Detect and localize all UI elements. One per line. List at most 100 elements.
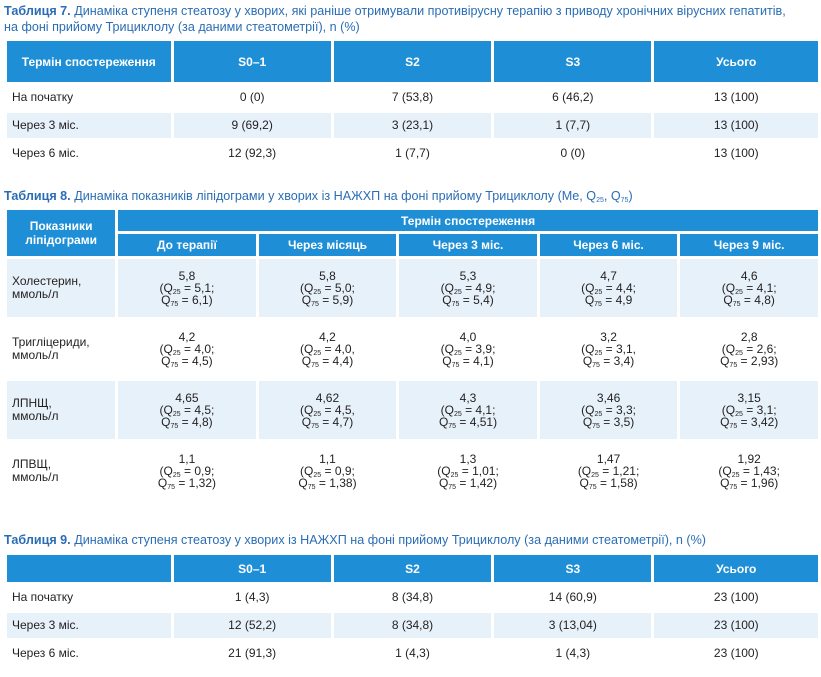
q75-value: Q75 = 4,8) — [161, 415, 213, 431]
q25-value: (Q25 = 4,1; — [721, 280, 777, 296]
table7-row-label: На початку — [7, 85, 171, 110]
table8-cell: 1,3 (Q25 = 1,01; Q75 = 1,42) — [399, 442, 537, 500]
median-value: 4,2 — [178, 329, 196, 344]
table9-cell: 12 (52,2) — [173, 613, 331, 638]
median-value: 4,62 — [315, 390, 340, 405]
table9-cell: 1 (4,3) — [333, 641, 492, 666]
table9-row-label: Через 3 міс. — [7, 613, 171, 638]
table9-cell: 23 (100) — [654, 641, 818, 666]
table8-cell: 2,8 (Q25 = 2,6; Q75 = 2,93) — [680, 320, 818, 378]
q25-value: (Q25 = 4,4; — [581, 280, 636, 296]
table8-row-label: ЛПНЩ, ммоль/л — [7, 381, 116, 439]
q75-value: Q75 = 5,4) — [442, 293, 494, 309]
table8-row-label: Холестерин, ммоль/л — [7, 259, 116, 317]
median-value: 2,8 — [740, 329, 758, 344]
q25-value: (Q25 = 4,0; — [159, 341, 215, 357]
median-value: 1,1 — [178, 451, 196, 466]
table9-caption-number: Таблиця 9. — [4, 533, 71, 547]
table7-caption-number: Таблиця 7. — [4, 4, 71, 18]
q75-value: Q75 = 2,93) — [720, 354, 779, 370]
median-value: 5,8 — [178, 268, 196, 283]
table8-header-9m: Через 9 міс. — [680, 234, 818, 256]
table7-cell: 6 (46,2) — [494, 85, 652, 110]
table8-cell: 4,7 (Q25 = 4,4; Q75 = 4,9 — [539, 259, 678, 317]
table8-cell: 4,65 (Q25 = 4,5; Q75 = 4,8) — [118, 381, 256, 439]
table9-row-label: Через 6 міс. — [7, 641, 171, 666]
table9-cell: 1 (4,3) — [494, 641, 652, 666]
table8-header-6m: Через 6 міс. — [539, 234, 678, 256]
q75-value: Q75 = 3,5) — [582, 415, 635, 431]
table7-caption: Таблиця 7. Динаміка ступеня стеатозу у х… — [4, 3, 794, 35]
table-row: Холестерин, ммоль/л 5,8 (Q25 = 5,1; Q75 = 6,… — [7, 259, 818, 317]
table7-cell: 3 (23,1) — [333, 113, 492, 138]
q25-value: (Q25 = 5,1; — [159, 280, 215, 296]
median-value: 3,2 — [600, 329, 617, 344]
table8-row-label: Тригліцериди, ммоль/л — [7, 320, 116, 378]
table8-cell: 5,8 (Q25 = 5,1; Q75 = 6,1) — [118, 259, 256, 317]
median-value: 4,6 — [740, 268, 758, 283]
q25-value: (Q25 = 1,21; — [577, 463, 640, 479]
table8-cell: 4,2 (Q25 = 4,0; Q75 = 4,5) — [118, 320, 256, 378]
table-row: Тригліцериди, ммоль/л 4,2 (Q25 = 4,0; Q75 = … — [7, 320, 818, 378]
table9-header-s01: S0–1 — [173, 555, 331, 582]
table7-header-period: Термін спостереження — [7, 41, 171, 82]
q75-value: Q75 = 4,7) — [301, 415, 354, 431]
q75-value: Q75 = 4,5) — [161, 354, 213, 370]
q25-value: (Q25 = 4,5; — [159, 402, 215, 418]
q25-value: (Q25 = 1,01; — [437, 463, 499, 479]
table7-cell: 0 (0) — [494, 141, 652, 166]
table7-cell: 1 (7,7) — [333, 141, 492, 166]
table9-header-s3: S3 — [494, 555, 652, 582]
table7-cell: 1 (7,7) — [494, 113, 652, 138]
q25-value: (Q25 = 3,1, — [581, 341, 636, 357]
table8-caption: Таблиця 8. Динаміка показників ліпідогра… — [4, 188, 804, 204]
table8: Показники ліпідограми Термін спостережен… — [4, 207, 821, 503]
table8-row-label-line2: ммоль/л — [12, 470, 59, 484]
table8-cell: 4,0 (Q25 = 3,9; Q75 = 4,1) — [399, 320, 537, 378]
table7-header-total: Усього — [654, 41, 818, 82]
q25-value: (Q25 = 1,43; — [718, 463, 780, 479]
table8-cell: 5,8 (Q25 = 5,0; Q75 = 5,9) — [258, 259, 397, 317]
table8-header-before: До терапії — [118, 234, 256, 256]
table7-cell: 0 (0) — [173, 85, 331, 110]
q25-value: (Q25 = 4,0, — [300, 341, 355, 357]
q25-value: (Q25 = 3,9; — [440, 341, 496, 357]
table9-cell: 14 (60,9) — [494, 585, 652, 610]
q25-value: (Q25 = 4,5, — [300, 402, 355, 418]
table7-header-s2: S2 — [333, 41, 492, 82]
table9-cell: 21 (91,3) — [173, 641, 331, 666]
table7-row-label: Через 6 міс. — [7, 141, 171, 166]
table7-header-s01: S0–1 — [173, 41, 331, 82]
table9-caption: Таблиця 9. Динаміка ступеня стеатозу у х… — [4, 532, 804, 548]
table-row: На початку 1 (4,3) 8 (34,8) 14 (60,9) 23… — [7, 585, 818, 610]
table-row: ЛПНЩ, ммоль/л 4,65 (Q25 = 4,5; Q75 = 4,8) 4,6… — [7, 381, 818, 439]
table8-cell: 3,2 (Q25 = 3,1, Q75 = 3,4) — [539, 320, 678, 378]
q75-value: Q75 = 3,42) — [720, 415, 779, 431]
table8-row-label-line1: Холестерин, — [12, 274, 82, 288]
table7-cell: 13 (100) — [654, 85, 818, 110]
table8-cell: 5,3 (Q25 = 4,9; Q75 = 5,4) — [399, 259, 537, 317]
q75-value: Q75 = 1,96) — [720, 476, 779, 492]
median-value: 5,8 — [319, 268, 336, 283]
table8-row-label-line2: ммоль/л — [12, 409, 59, 423]
table8-cell: 3,15 (Q25 = 3,1; Q75 = 3,42) — [680, 381, 818, 439]
table9-row-label: На початку — [7, 585, 171, 610]
table-row: Через 6 міс. 21 (91,3) 1 (4,3) 1 (4,3) 2… — [7, 641, 818, 666]
table7-header-row: Термін спостереження S0–1 S2 S3 Усього — [7, 41, 818, 82]
median-value: 4,0 — [459, 329, 477, 344]
median-value: 3,46 — [596, 390, 621, 405]
table7-row-label: Через 3 міс. — [7, 113, 171, 138]
q75-value: Q75 = 1,42) — [438, 476, 498, 492]
median-value: 4,2 — [319, 329, 336, 344]
table-row: ЛПВЩ, ммоль/л 1,1 (Q25 = 0,9; Q75 = 1,32) 1,1… — [7, 442, 818, 500]
q75-value: Q75 = 3,4) — [582, 354, 635, 370]
table8-cell: 3,46 (Q25 = 3,3; Q75 = 3,5) — [539, 381, 678, 439]
table7-cell: 7 (53,8) — [333, 85, 492, 110]
table8-cell: 4,3 (Q25 = 4,1; Q75 = 4,51) — [399, 381, 537, 439]
q75-value: Q75 = 1,32) — [157, 476, 217, 492]
table8-cell: 1,1 (Q25 = 0,9; Q75 = 1,32) — [118, 442, 256, 500]
table8-cell: 1,92 (Q25 = 1,43; Q75 = 1,96) — [680, 442, 818, 500]
table8-cell: 4,6 (Q25 = 4,1; Q75 = 4,8) — [680, 259, 818, 317]
q75-value: Q75 = 4,9 — [584, 293, 633, 309]
